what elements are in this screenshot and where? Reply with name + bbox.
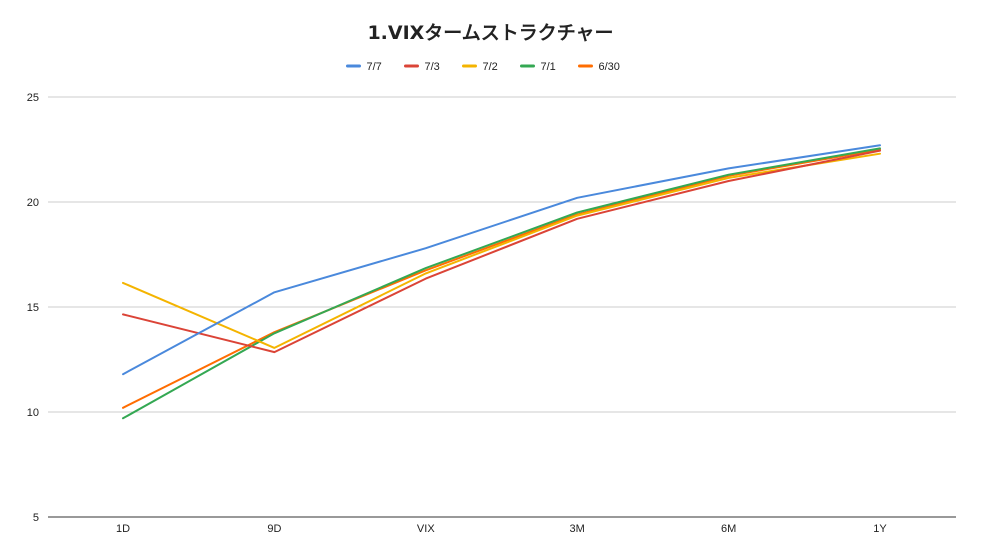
series-lines (122, 144, 881, 420)
y-tick-label: 25 (27, 92, 39, 104)
series-line (122, 144, 881, 376)
y-tick-label: 20 (27, 197, 39, 209)
legend[interactable]: 7/7 7/3 7/2 7/1 6/30 (346, 61, 620, 73)
y-tick-label: 10 (27, 407, 39, 419)
series-line (122, 152, 881, 349)
chart-title: 1.VIXタームストラクチャー (367, 22, 614, 44)
y-tick-label: 15 (27, 302, 39, 314)
legend-item-label[interactable]: 7/1 (541, 61, 556, 73)
legend-item-label[interactable]: 7/3 (425, 61, 440, 73)
series-line (122, 149, 881, 354)
x-tick-label: VIX (417, 523, 435, 535)
series-line (122, 148, 881, 409)
axis-labels: 5 10 15 20 25 1D 9D VIX 3M 6M 1Y (27, 92, 888, 535)
x-tick-label: 9D (267, 523, 281, 535)
x-tick-label: 1Y (873, 523, 887, 535)
y-tick-label: 5 (33, 512, 39, 524)
series-line (122, 147, 881, 420)
x-tick-label: 1D (116, 523, 130, 535)
x-tick-label: 3M (570, 523, 585, 535)
legend-item-label[interactable]: 7/7 (367, 61, 382, 73)
legend-item-label[interactable]: 6/30 (599, 61, 620, 73)
x-tick-label: 6M (721, 523, 736, 535)
legend-item-label[interactable]: 7/2 (483, 61, 498, 73)
gridlines (48, 96, 956, 518)
